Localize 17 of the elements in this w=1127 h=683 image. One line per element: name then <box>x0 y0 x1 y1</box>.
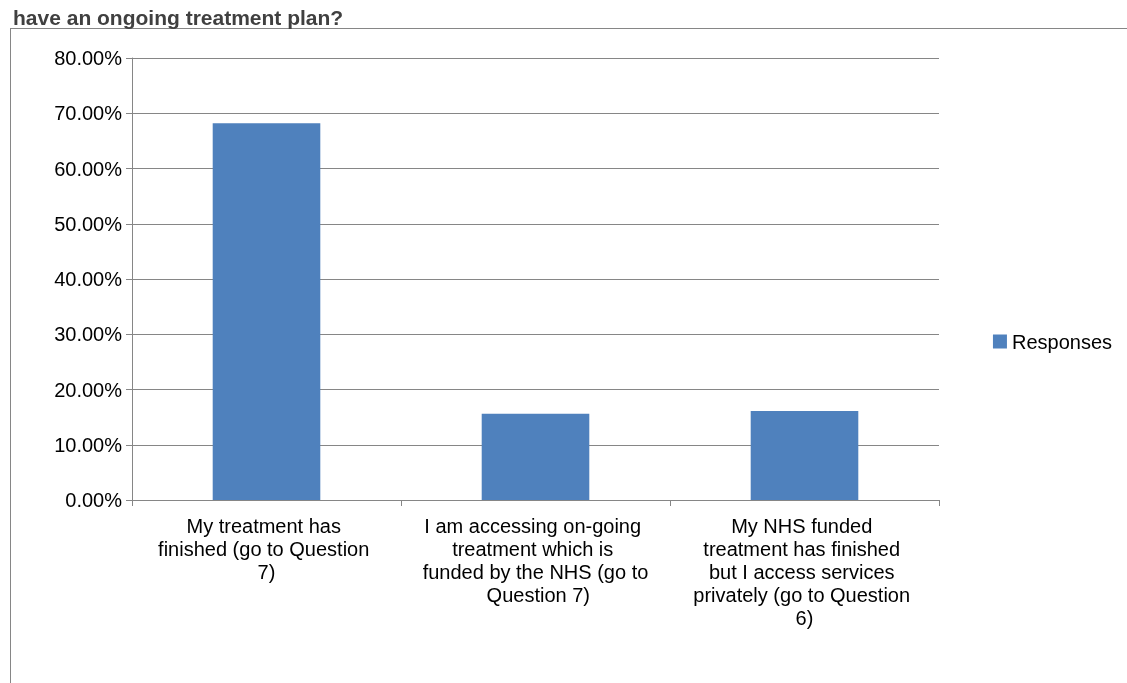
y-tick-label: 60.00% <box>54 157 123 180</box>
x-tick-label: My treatment has finished (go to Question 7) <box>158 514 375 583</box>
legend-label: Responses <box>1011 330 1112 353</box>
y-tick-label: 20.00% <box>54 378 123 401</box>
chart-title: have an ongoing treatment plan? <box>13 6 344 29</box>
bar <box>750 411 859 500</box>
y-tick-label: 70.00% <box>54 102 123 125</box>
bar <box>481 413 590 500</box>
bar <box>212 123 321 500</box>
y-tick-label: 0.00% <box>65 489 123 511</box>
y-tick-label: 30.00% <box>54 323 123 346</box>
y-tick-label: 50.00% <box>54 212 123 235</box>
y-tick-label: 10.00% <box>54 433 123 456</box>
x-tick-label: I am accessing on-going treatment which is funded by the NHS (go to Question 7) <box>422 514 649 606</box>
y-tick-label: 80.00% <box>54 47 123 69</box>
x-tick-label: My NHS funded treatment has finished but I access services privately (go to Question 6) <box>693 514 916 629</box>
y-tick-label: 40.00% <box>54 268 123 290</box>
